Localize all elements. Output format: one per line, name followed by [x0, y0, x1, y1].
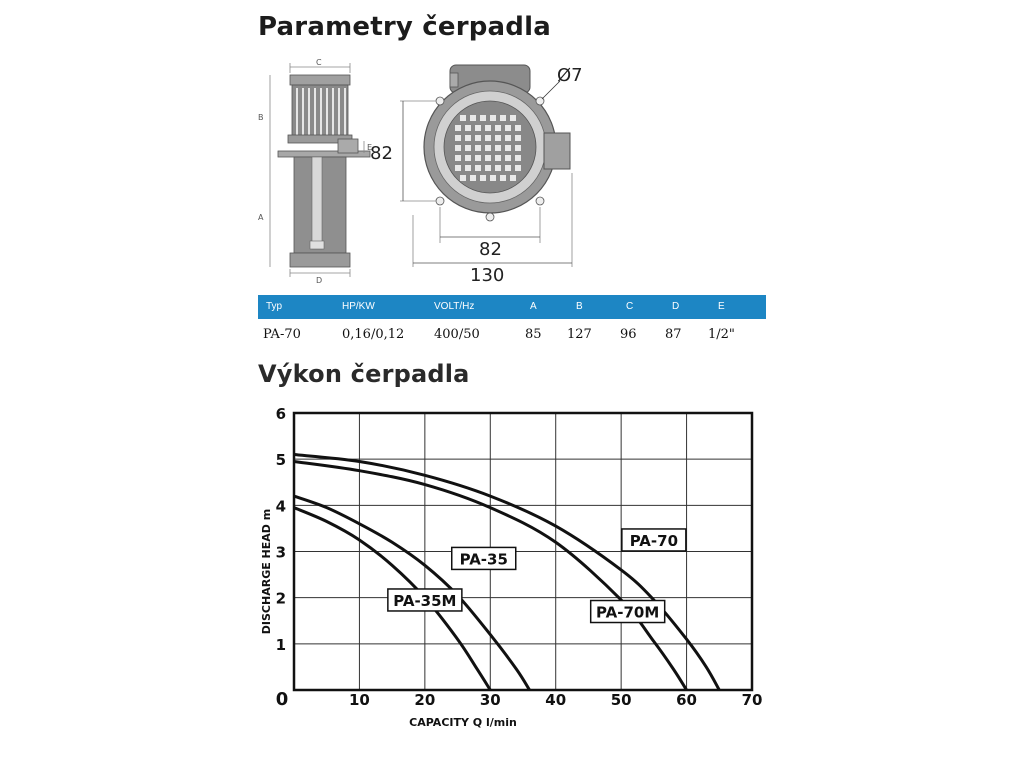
spec-cell-c: 96	[620, 327, 637, 342]
x-axis-label: CAPACITY Q l/min	[409, 716, 517, 729]
curve-label-text: PA-35	[460, 550, 508, 568]
spec-cell-b: 127	[567, 327, 592, 342]
y-tick-label: 5	[276, 451, 286, 469]
y-tick-label: 6	[276, 405, 286, 423]
curve-label-pa-70: PA-70	[621, 528, 687, 552]
y-tick-label: 3	[276, 544, 286, 562]
plot-frame	[292, 411, 754, 692]
spec-header-volt: VOLT/Hz	[434, 301, 475, 312]
curve-label-pa-35: PA-35	[450, 546, 517, 571]
spec-header-hpkw: HP/KW	[342, 301, 375, 312]
pump-drawing: C B A E D	[258, 58, 583, 286]
spec-header-d: D	[672, 301, 680, 312]
y-tick-label: 1	[276, 636, 286, 654]
curve-pa-70m	[293, 459, 688, 691]
curve-pa-35m	[293, 506, 492, 691]
spec-cell-volt: 400/50	[434, 327, 480, 342]
section-title-parameters: Parametry čerpadla	[258, 12, 551, 42]
y-tick-label: 2	[276, 590, 286, 608]
x-tick-label: 50	[611, 691, 632, 709]
spec-header-b: B	[576, 301, 583, 312]
spec-cell-a: 85	[525, 327, 542, 342]
dim-label-height: 82	[370, 143, 393, 164]
spec-cell-e: 1/2"	[708, 327, 735, 342]
section-title-performance: Výkon čerpadla	[258, 360, 470, 388]
curve-label-pa-70m: PA-70M	[589, 599, 666, 624]
dim-label-hole: Ø7	[557, 65, 583, 86]
curve-pa-35	[293, 494, 531, 691]
dim-label-inner-width: 82	[479, 239, 502, 260]
curve-label-text: PA-70M	[596, 604, 659, 622]
curve-label-box	[387, 588, 463, 612]
curve-label-box	[450, 546, 517, 571]
dim-label-a: A	[258, 213, 264, 222]
dim-label-c: C	[316, 58, 322, 67]
x-tick-label: 60	[676, 691, 697, 709]
y-tick-label: 4	[276, 497, 286, 515]
spec-cell-d: 87	[665, 327, 682, 342]
curve-pa-70	[293, 453, 721, 691]
x-tick-label: 30	[480, 691, 501, 709]
spec-cell-hpkw: 0,16/0,12	[342, 327, 405, 342]
dim-label-d: D	[316, 276, 322, 285]
curve-label-text: PA-70	[630, 532, 678, 550]
dim-label-b: B	[258, 113, 264, 122]
spec-table-header: Typ HP/KW VOLT/Hz A B C D E	[258, 295, 766, 319]
spec-header-typ: Typ	[266, 301, 283, 312]
pump-side-view: C B A E D	[258, 58, 372, 285]
x-tick-label: 70	[742, 691, 763, 709]
spec-header-e: E	[718, 301, 725, 312]
x-tick-label: 10	[349, 691, 370, 709]
x-tick-label: 40	[545, 691, 566, 709]
pump-front-view: Ø7 82 82 130	[370, 64, 583, 286]
dim-label-e: E	[367, 143, 372, 152]
x-tick-label: 20	[414, 691, 435, 709]
spec-cell-typ: PA-70	[263, 327, 301, 342]
curve-label-text: PA-35M	[393, 592, 456, 610]
spec-header-a: A	[530, 301, 537, 312]
dim-label-outer-width: 130	[470, 265, 504, 286]
curve-label-box	[621, 528, 687, 552]
curve-label-pa-35m: PA-35M	[387, 588, 463, 612]
curve-label-box	[589, 599, 666, 624]
y-axis-label: DISCHARGE HEAD m	[260, 509, 273, 634]
spec-header-c: C	[626, 301, 634, 312]
x-tick-label: 0	[276, 689, 289, 710]
